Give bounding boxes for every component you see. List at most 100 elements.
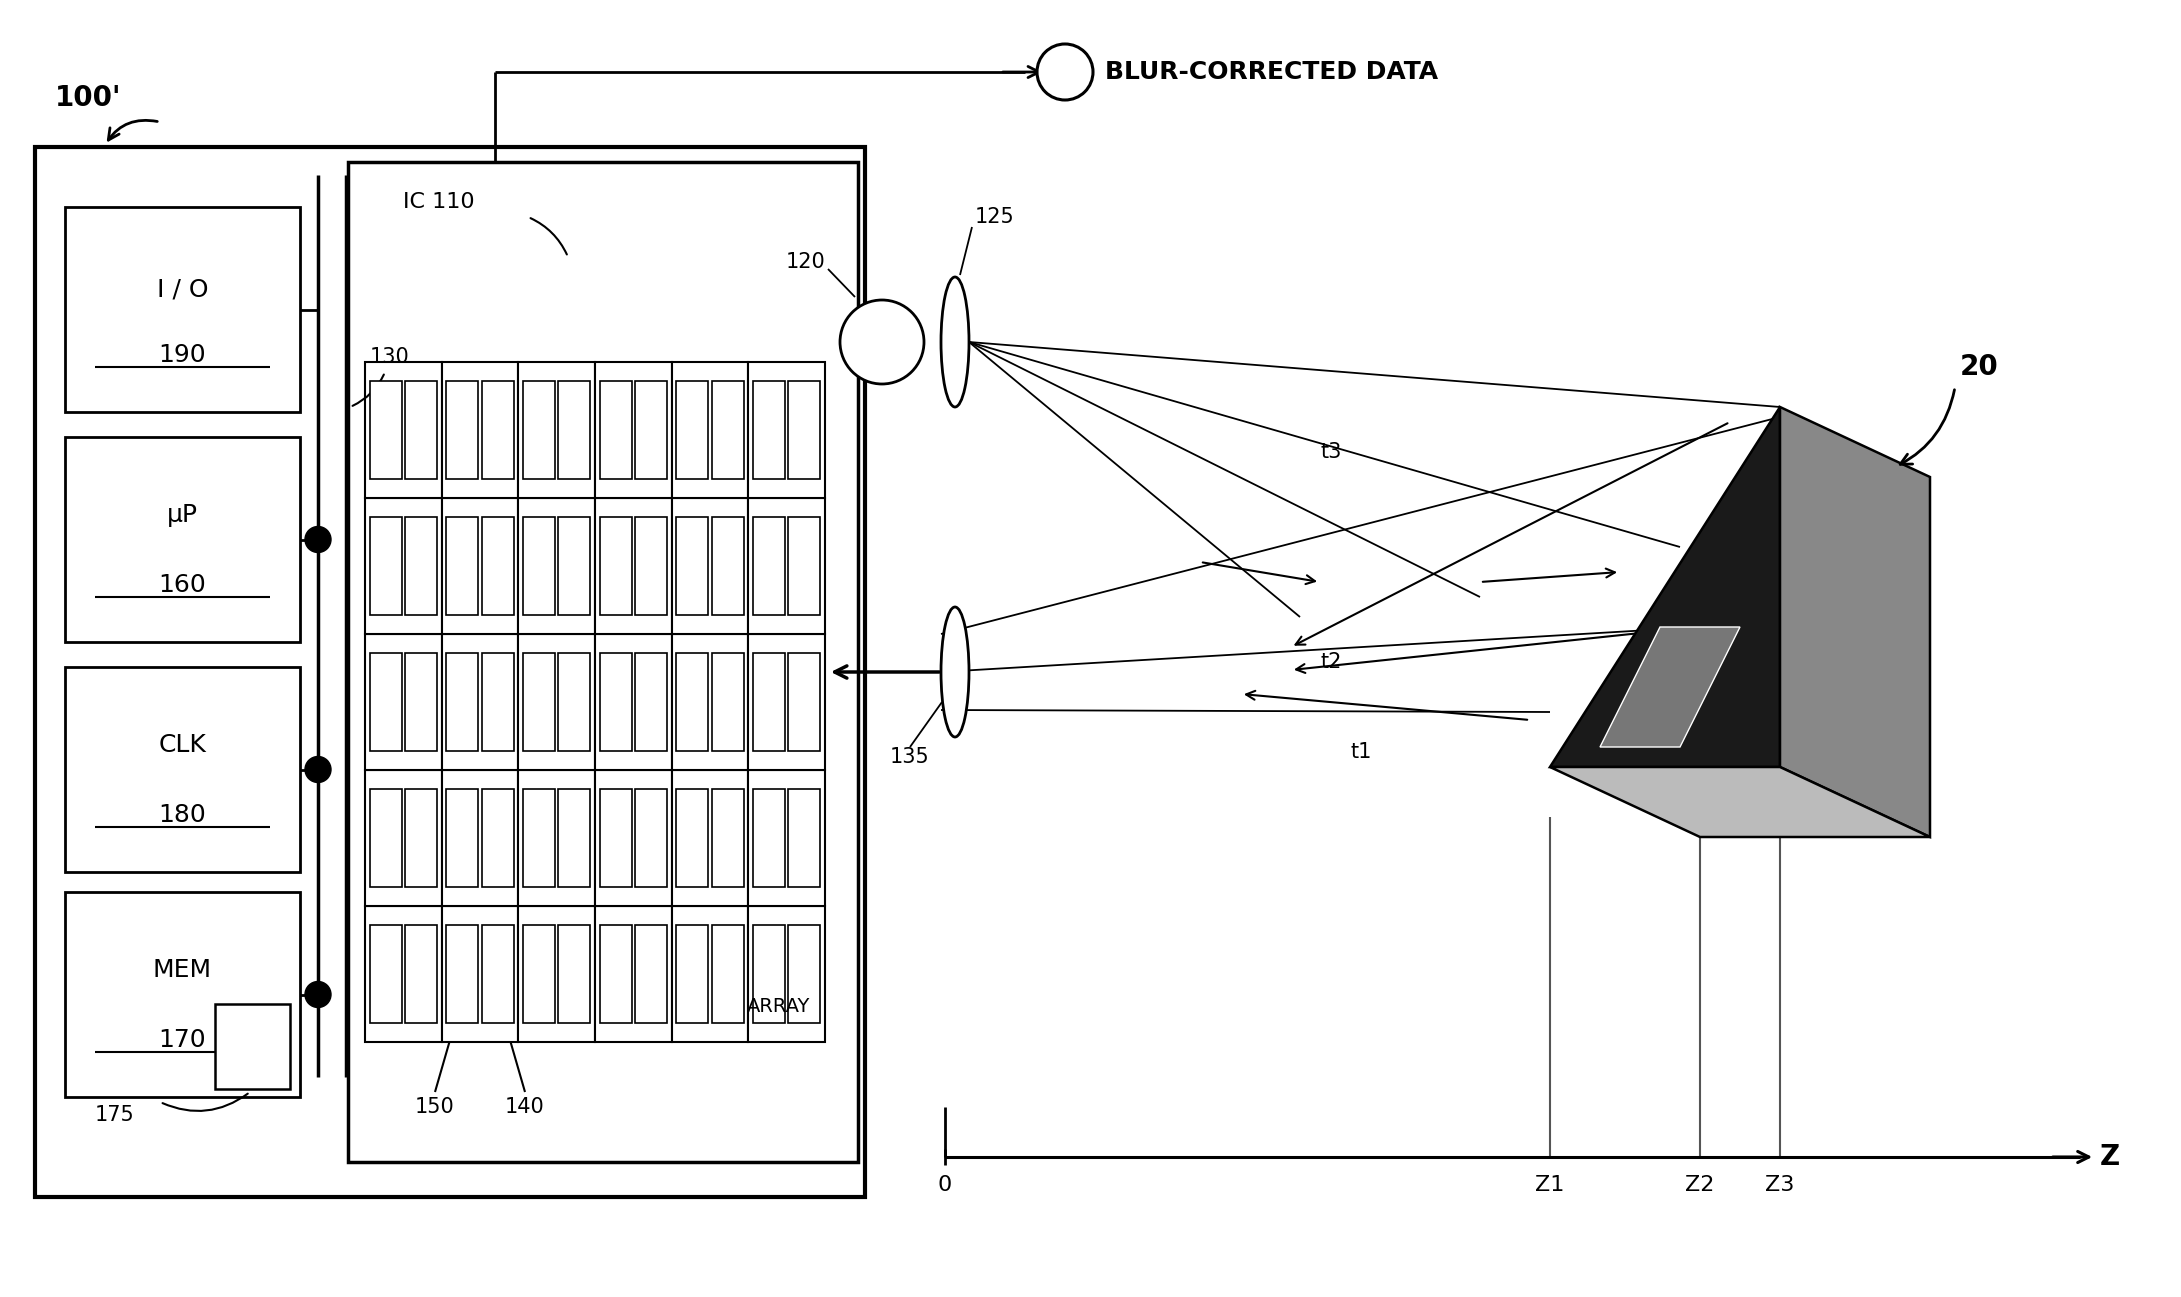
Bar <box>595 498 672 634</box>
Bar <box>406 654 436 751</box>
Bar <box>443 498 519 634</box>
Bar <box>752 381 785 479</box>
Text: 0: 0 <box>938 1175 953 1195</box>
Bar <box>482 925 515 1023</box>
Bar <box>65 208 301 412</box>
Bar <box>672 907 748 1041</box>
Bar <box>523 925 556 1023</box>
Bar <box>369 518 401 615</box>
Bar <box>447 518 478 615</box>
Bar <box>787 925 820 1023</box>
Bar <box>447 925 478 1023</box>
Bar <box>443 907 519 1041</box>
Bar <box>787 381 820 479</box>
Text: μP: μP <box>168 503 198 527</box>
Bar <box>519 362 595 498</box>
Text: 140: 140 <box>506 1097 545 1117</box>
Bar <box>635 789 667 887</box>
Bar <box>748 634 824 770</box>
Bar <box>600 654 632 751</box>
Bar <box>711 381 744 479</box>
Bar <box>676 654 709 751</box>
Bar <box>447 381 478 479</box>
Text: 150: 150 <box>414 1097 456 1117</box>
Text: Z2: Z2 <box>1686 1175 1714 1195</box>
Text: 120: 120 <box>785 252 824 272</box>
FancyArrowPatch shape <box>164 1093 249 1112</box>
Bar <box>364 770 443 907</box>
Bar <box>558 789 591 887</box>
Bar <box>65 667 301 872</box>
Bar <box>482 518 515 615</box>
Bar <box>519 634 595 770</box>
Text: 20: 20 <box>1961 353 1998 381</box>
Text: t1: t1 <box>1350 742 1372 763</box>
Bar <box>364 362 443 498</box>
Bar <box>676 789 709 887</box>
Text: 190: 190 <box>159 342 207 367</box>
Bar <box>787 518 820 615</box>
Text: 175: 175 <box>96 1105 135 1124</box>
Text: t2: t2 <box>1320 652 1341 672</box>
Bar <box>443 634 519 770</box>
Bar <box>672 634 748 770</box>
Bar <box>635 518 667 615</box>
Text: 180: 180 <box>159 803 207 826</box>
Bar <box>369 925 401 1023</box>
Bar <box>519 907 595 1041</box>
Bar <box>558 925 591 1023</box>
FancyArrowPatch shape <box>353 375 384 406</box>
Bar <box>635 654 667 751</box>
Bar <box>787 654 820 751</box>
Bar <box>711 518 744 615</box>
Circle shape <box>305 756 332 782</box>
Text: CLK: CLK <box>159 733 207 757</box>
Bar <box>443 770 519 907</box>
Text: 170: 170 <box>159 1027 207 1052</box>
Bar <box>369 381 401 479</box>
Bar <box>748 770 824 907</box>
Bar <box>447 789 478 887</box>
Bar <box>364 907 443 1041</box>
Bar <box>364 634 443 770</box>
Bar <box>65 437 301 642</box>
Bar <box>711 654 744 751</box>
Bar <box>748 907 824 1041</box>
Bar <box>406 518 436 615</box>
Bar <box>672 498 748 634</box>
Bar <box>676 925 709 1023</box>
Bar <box>482 789 515 887</box>
Bar <box>787 789 820 887</box>
Text: IC 110: IC 110 <box>403 192 475 211</box>
Text: I / O: I / O <box>157 278 207 301</box>
Bar <box>752 654 785 751</box>
Bar <box>600 381 632 479</box>
Polygon shape <box>1551 407 1780 767</box>
Text: 130: 130 <box>371 348 410 367</box>
Bar <box>600 518 632 615</box>
Bar <box>35 147 866 1197</box>
Bar <box>447 654 478 751</box>
Text: Z: Z <box>2100 1143 2120 1171</box>
Bar <box>216 1004 290 1089</box>
Bar <box>748 362 824 498</box>
Bar <box>711 925 744 1023</box>
Ellipse shape <box>940 607 968 737</box>
Bar <box>676 381 709 479</box>
Bar <box>369 654 401 751</box>
Bar <box>523 518 556 615</box>
Bar <box>519 498 595 634</box>
Bar <box>711 789 744 887</box>
Bar <box>558 518 591 615</box>
Text: BLUR-CORRECTED DATA: BLUR-CORRECTED DATA <box>1106 60 1437 84</box>
Bar <box>595 362 672 498</box>
Bar <box>595 907 672 1041</box>
Bar <box>519 770 595 907</box>
Text: t3: t3 <box>1320 442 1341 462</box>
Text: MEM: MEM <box>153 958 212 982</box>
Bar <box>600 789 632 887</box>
Bar <box>482 381 515 479</box>
Polygon shape <box>1780 407 1930 837</box>
Bar <box>523 789 556 887</box>
Bar <box>600 925 632 1023</box>
